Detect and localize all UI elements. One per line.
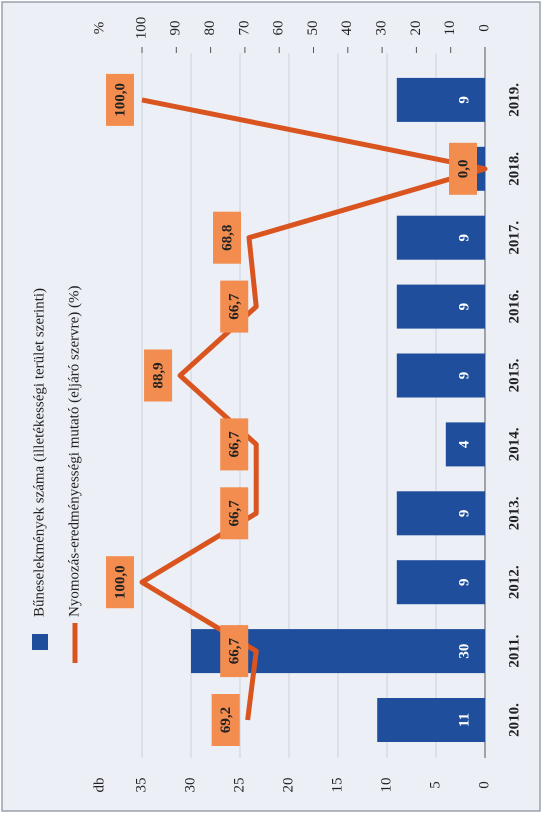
bar	[396, 284, 485, 329]
x-tick-label: 2015.	[506, 358, 522, 392]
data-label: 100,0	[112, 565, 128, 599]
x-tick-label: 2011.	[506, 634, 522, 667]
bar-label: 30	[456, 644, 472, 659]
legend-label: Bűneselekmények száma (illetékességi ter…	[31, 288, 47, 617]
bar	[396, 560, 485, 605]
bar-label: 11	[456, 713, 472, 727]
data-label: 69,2	[218, 707, 234, 733]
bar	[396, 491, 485, 536]
y2-tick-label: 60	[271, 21, 287, 36]
data-label: 66,7	[227, 500, 243, 527]
y2-tick-label: 100	[133, 17, 149, 40]
bar	[377, 698, 486, 742]
bar-label: 9	[456, 303, 472, 311]
x-tick-label: 2018.	[506, 152, 522, 186]
y-tick-label: 0	[476, 781, 492, 789]
x-tick-label: 2013.	[506, 496, 522, 530]
y2-tick-label: 40	[339, 21, 355, 36]
y2-tick-label: 0	[476, 24, 492, 32]
bar	[191, 629, 485, 674]
y2-tick-label: 50	[305, 21, 321, 36]
x-tick-label: 2010.	[506, 703, 522, 737]
x-tick-label: 2014.	[506, 427, 522, 461]
bar	[445, 422, 485, 467]
bar-label: 9	[456, 510, 472, 518]
data-label-box	[106, 556, 134, 609]
y2-tick-label: 90	[168, 21, 184, 36]
data-label: 68,8	[219, 225, 235, 251]
bar-label: 9	[456, 96, 472, 104]
y2-tick-label: 10	[442, 21, 458, 36]
legend-swatch	[32, 634, 48, 650]
data-label-box	[220, 280, 249, 333]
bar-label: 9	[456, 372, 472, 380]
bar	[396, 215, 485, 260]
data-label: 100,0	[112, 83, 128, 117]
data-label: 66,7	[227, 431, 243, 458]
data-label-box	[213, 211, 242, 264]
bar	[396, 353, 485, 398]
data-label-box	[220, 487, 249, 540]
y2-tick-label: 30	[374, 21, 390, 36]
bar-label: 9	[456, 578, 472, 586]
y2-tick-label: 20	[408, 21, 424, 36]
data-label: 0,0	[455, 159, 471, 178]
plot: 0 5 10 15 20 25 30 35 0 10 20 30 40 50 60 70 80 90 100 db% 2…	[31, 17, 522, 793]
y-tick-label: 35	[133, 778, 149, 793]
data-label-box	[220, 625, 249, 678]
data-label-box	[106, 73, 134, 126]
y-axis-title: db	[91, 778, 107, 793]
y-tick-label: 10	[378, 778, 394, 793]
y2-tick-label: 80	[202, 21, 218, 36]
line	[139, 97, 488, 721]
y-tick-label: 25	[231, 778, 247, 793]
x-tick-label: 2017.	[506, 221, 522, 255]
x-tick-label: 2019.	[506, 83, 522, 117]
data-label-box	[211, 694, 240, 746]
legend-label: Nyomozás-eredményességi mutató (eljáró s…	[66, 285, 82, 617]
data-label-box	[220, 418, 249, 471]
y-tick-label: 15	[329, 778, 345, 793]
x-tick-label: 2016.	[506, 289, 522, 323]
bar-label: 9	[456, 234, 472, 242]
data-label-box	[449, 142, 477, 195]
bar	[396, 77, 485, 122]
data-label-box	[144, 349, 173, 402]
y2-axis-title: %	[91, 22, 107, 35]
y-tick-label: 5	[427, 781, 443, 789]
data-label: 66,7	[227, 293, 243, 320]
y-tick-label: 30	[182, 778, 198, 793]
x-tick-label: 2012.	[506, 565, 522, 599]
y2-tick-label: 70	[236, 21, 252, 36]
bar-label: 4	[456, 440, 472, 448]
data-label: 66,7	[227, 637, 243, 664]
data-label: 88,9	[151, 362, 167, 388]
y-tick-label: 20	[280, 778, 296, 793]
